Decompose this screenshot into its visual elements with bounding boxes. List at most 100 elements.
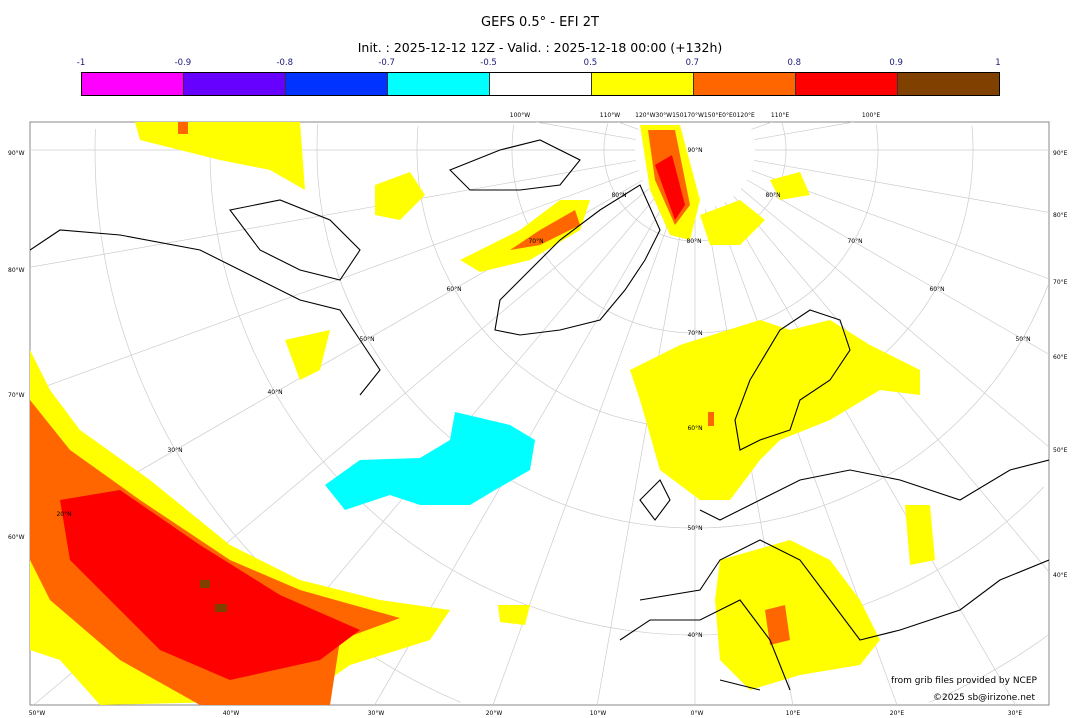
graticule-label: 100°W (510, 112, 530, 119)
graticule-label: 50°W (29, 710, 46, 717)
colorbar-segment (82, 73, 184, 95)
map-title: GEFS 0.5° - EFI 2T (481, 15, 599, 30)
graticule-label: 80°E (1053, 212, 1068, 219)
efi-yellow-region (285, 330, 330, 380)
graticule-label: 60°N (446, 286, 461, 293)
latitude-circle (929, 635, 1048, 703)
graticule-label: 90°N (687, 147, 702, 154)
efi-yellow-region (375, 172, 425, 220)
graticule-label: 30°W (368, 710, 385, 717)
graticule-label: 40°N (687, 632, 702, 639)
graticule-label: 0°W (691, 710, 704, 717)
efi-yellow-region (460, 200, 590, 272)
efi-yellow-region (498, 605, 530, 625)
efi-orange-cell (708, 412, 714, 426)
efi-brown-cell (200, 580, 210, 588)
latitude-circle (416, 125, 695, 429)
coastlines (30, 139, 1049, 691)
graticule-label: 10°W (590, 710, 607, 717)
graticule-label: 100°E (862, 112, 880, 119)
copyright-credit: ©2025 sb@irizone.net (933, 693, 1035, 703)
meridian-line (754, 160, 1049, 213)
efi-red-region (655, 155, 685, 220)
meridian-line (754, 122, 854, 140)
efi-yellow-region (700, 200, 765, 245)
graticule-label: 80°N (686, 238, 701, 245)
graticule-label: 120°W30°W150170°W150°E0°E0120°E (635, 112, 755, 119)
meridian-line (596, 209, 685, 705)
meridian-line (617, 122, 639, 130)
graticule-label: 70°N (528, 238, 543, 245)
meridian-line (30, 170, 639, 393)
graticule-label: 20°N (56, 511, 71, 518)
graticule-label: 30°E (1008, 710, 1023, 717)
efi-orange-region (765, 605, 790, 645)
colorbar-tick-label: 0.9 (889, 58, 903, 68)
colorbar-segment (694, 73, 796, 95)
colorbar-segment (796, 73, 898, 95)
colorbar-tick-label: -0.7 (378, 58, 395, 68)
efi-orange-cell (178, 122, 188, 134)
colorbar-tick-label: 0.7 (685, 58, 700, 68)
efi-cyan-region (325, 412, 535, 510)
latitude-circle (511, 124, 695, 334)
colorbar-segment (898, 73, 999, 95)
latitude-circle (694, 285, 1049, 529)
graticule-label: 110°E (771, 112, 789, 119)
source-credit: from grib files provided by NCEP (891, 676, 1037, 686)
efi-yellow-region (630, 320, 920, 500)
efi-yellow-region (135, 122, 305, 190)
graticule-label: 40°E (1053, 572, 1068, 579)
meridian-line (746, 179, 1049, 355)
graticule-label: 80°N (765, 192, 780, 199)
colorbar-segment (388, 73, 490, 95)
graticule-label: 20°E (890, 710, 905, 717)
graticule-label: 20°W (486, 710, 503, 717)
graticule-label: 30°N (167, 447, 182, 454)
colorbar-tick-label: 0.5 (583, 58, 598, 68)
graticule-label: 80°W (8, 267, 25, 274)
colorbar-tick-label: -0.5 (480, 58, 497, 68)
graticule-label: 70°N (687, 330, 702, 337)
colorbar (81, 72, 1000, 96)
latitude-circle (316, 123, 696, 529)
graticule-label: 90°E (1053, 150, 1068, 157)
colorbar-segment (184, 73, 286, 95)
colorbar-tick-label: -0.9 (174, 58, 192, 68)
colorbar-tick-label: -0.8 (276, 58, 294, 68)
graticule-label: 80°N (611, 192, 626, 199)
meridian-line (30, 160, 636, 268)
efi-brown-cell (215, 604, 227, 612)
meridian-line (751, 122, 773, 130)
graticule-label: 70°E (1053, 279, 1068, 286)
graticule-label: 70°N (847, 238, 862, 245)
colorbar-tick-label: 1 (995, 58, 1001, 68)
colorbar-tick-label: 0.8 (787, 58, 801, 68)
efi-orange-region (510, 210, 580, 250)
graticule-label: 40°W (223, 710, 240, 717)
colorbar-segment (592, 73, 694, 95)
graticule-label: 70°W (8, 392, 25, 399)
graticule-label: 40°N (267, 389, 282, 396)
graticule-label: 60°W (8, 534, 25, 541)
meridian-line (724, 201, 1016, 705)
graticule-label: 110°W (600, 112, 620, 119)
graticule-label: 90°W (8, 150, 25, 157)
colorbar-segment (490, 73, 592, 95)
colorbar-tick-label: -1 (76, 58, 86, 68)
efi-yellow-region (905, 505, 935, 565)
map-subtitle: Init. : 2025-12-12 12Z - Valid. : 2025-1… (357, 40, 723, 55)
graticule-label: 50°N (359, 336, 374, 343)
meridian-line (536, 122, 636, 140)
efi-yellow-region (770, 172, 810, 200)
graticule-label: 10°E (786, 710, 801, 717)
latitude-circle (603, 123, 695, 242)
efi-yellow-region (715, 540, 880, 690)
graticule-label: 60°N (929, 286, 944, 293)
colorbar-ticks: -1 -0.9 -0.8 -0.7 -0.5 0.5 0.7 0.8 0.9 1 (0, 58, 1080, 70)
graticule-label: 50°E (1053, 447, 1068, 454)
colorbar-segment (286, 73, 388, 95)
graticule-label: 60°N (687, 425, 702, 432)
graticule-label: 50°N (1015, 336, 1030, 343)
